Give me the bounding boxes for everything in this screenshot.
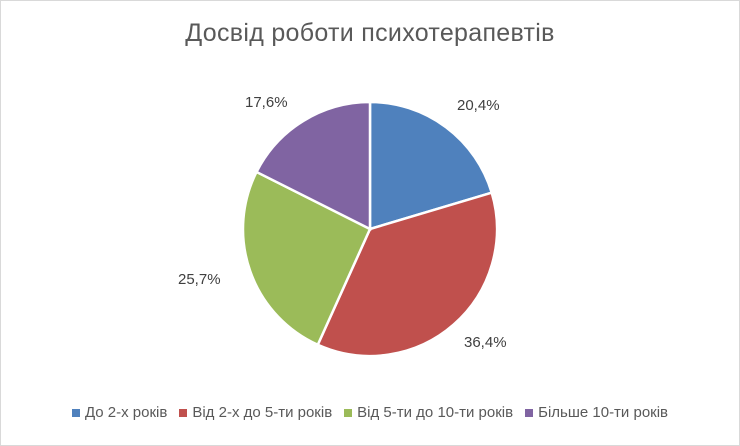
pie-slice-3[interactable] [254, 100, 372, 232]
legend-swatch-0 [71, 408, 80, 417]
pie-slice-0[interactable] [368, 100, 494, 231]
legend-label-3: Більше 10-ти років [538, 404, 669, 421]
legend-label-2: Від 5-ти до 10-ти років [357, 404, 514, 421]
legend-label-0: До 2-х років [84, 404, 168, 421]
pie-slice-2[interactable] [241, 170, 372, 347]
legend-swatch-2 [344, 408, 353, 417]
legend-swatch-3 [525, 408, 534, 417]
legend-label-1: Від 2-х до 5-ти років [192, 404, 333, 421]
legend-item-2[interactable]: Від 5-ти до 10-ти років [344, 404, 513, 421]
chart-title: Досвід роботи психотерапевтів [185, 19, 555, 47]
data-label-1: 36,4% [464, 334, 507, 351]
legend-swatch-1 [179, 408, 188, 417]
legend-item-0[interactable]: До 2-х років [71, 404, 168, 421]
pie-slice-1[interactable] [316, 191, 499, 358]
data-label-2: 25,7% [178, 271, 221, 288]
data-label-0: 20,4% [457, 97, 500, 114]
legend-item-1[interactable]: Від 2-х до 5-ти років [179, 404, 332, 421]
data-label-3: 17,6% [245, 94, 288, 111]
legend-item-3[interactable]: Більше 10-ти років [525, 404, 668, 421]
legend: До 2-х років Від 2-х до 5-ти років Від 5… [0, 404, 740, 421]
